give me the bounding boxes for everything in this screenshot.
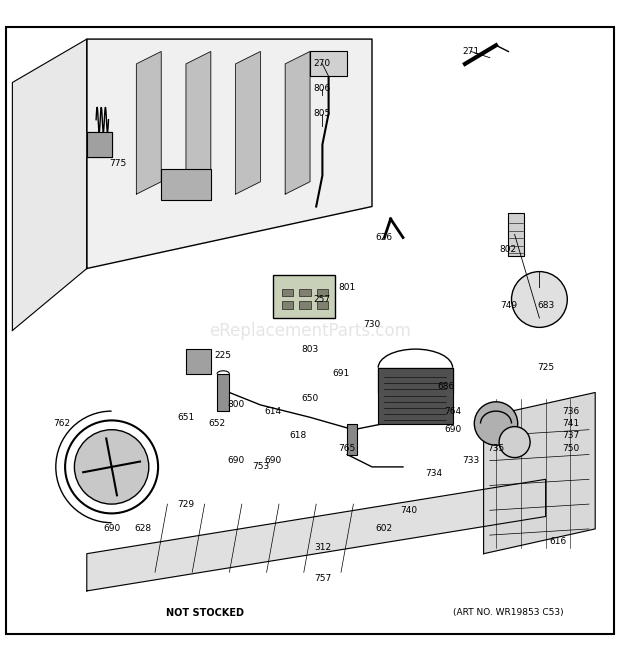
Text: 683: 683 — [537, 301, 554, 310]
Text: 626: 626 — [376, 233, 393, 242]
Text: 690: 690 — [227, 456, 244, 465]
Circle shape — [74, 430, 149, 504]
Text: 802: 802 — [500, 245, 517, 254]
Text: 652: 652 — [208, 419, 226, 428]
Text: 650: 650 — [301, 394, 319, 403]
Bar — [310, 52, 347, 76]
Polygon shape — [136, 52, 161, 194]
Text: 651: 651 — [177, 413, 195, 422]
Text: 690: 690 — [444, 425, 461, 434]
Text: 729: 729 — [177, 500, 195, 508]
Text: NOT STOCKED: NOT STOCKED — [166, 607, 244, 617]
Text: 749: 749 — [500, 301, 517, 310]
Bar — [299, 301, 311, 309]
Bar — [161, 169, 211, 200]
Bar — [186, 349, 211, 374]
Text: 805: 805 — [314, 109, 331, 118]
Text: 686: 686 — [438, 382, 455, 391]
Circle shape — [499, 426, 530, 457]
Text: 730: 730 — [363, 320, 381, 329]
Text: 775: 775 — [109, 159, 126, 168]
Text: 616: 616 — [549, 537, 567, 546]
Text: 618: 618 — [289, 432, 306, 440]
Polygon shape — [87, 39, 372, 268]
Bar — [217, 374, 229, 411]
Text: 735: 735 — [487, 444, 505, 453]
Text: 765: 765 — [339, 444, 356, 453]
Text: 602: 602 — [376, 524, 393, 533]
Text: 690: 690 — [264, 456, 281, 465]
Polygon shape — [186, 52, 211, 194]
Text: 750: 750 — [562, 444, 579, 453]
Text: 737: 737 — [562, 432, 579, 440]
Text: 690: 690 — [103, 524, 120, 533]
Text: 806: 806 — [314, 84, 331, 93]
Text: 764: 764 — [444, 407, 461, 416]
Text: 271: 271 — [463, 47, 480, 56]
Text: 762: 762 — [53, 419, 71, 428]
Text: 614: 614 — [264, 407, 281, 416]
Polygon shape — [87, 479, 546, 591]
Polygon shape — [236, 52, 260, 194]
Text: 740: 740 — [401, 506, 418, 515]
Text: 312: 312 — [314, 543, 331, 552]
Bar — [378, 368, 453, 424]
Text: 628: 628 — [134, 524, 151, 533]
Bar — [273, 275, 335, 318]
Text: 736: 736 — [562, 407, 579, 416]
Text: 733: 733 — [463, 456, 480, 465]
Text: 725: 725 — [537, 363, 554, 372]
Text: 225: 225 — [215, 351, 232, 360]
Text: 691: 691 — [332, 369, 350, 378]
Text: 257: 257 — [314, 295, 331, 304]
Polygon shape — [12, 39, 87, 330]
Bar — [317, 301, 328, 309]
Bar — [282, 301, 293, 309]
Text: 270: 270 — [314, 59, 331, 68]
Bar — [299, 289, 311, 296]
Text: 803: 803 — [301, 344, 319, 354]
Bar — [317, 289, 328, 296]
Bar — [508, 213, 524, 256]
Polygon shape — [87, 132, 112, 157]
Text: 753: 753 — [252, 463, 269, 471]
Text: eReplacementParts.com: eReplacementParts.com — [209, 321, 411, 340]
Bar — [282, 289, 293, 296]
Text: 741: 741 — [562, 419, 579, 428]
Circle shape — [512, 272, 567, 327]
Polygon shape — [285, 52, 310, 194]
Circle shape — [474, 402, 518, 446]
Text: 801: 801 — [339, 283, 356, 292]
Bar — [347, 424, 356, 455]
Text: 757: 757 — [314, 574, 331, 583]
Text: (ART NO. WR19853 C53): (ART NO. WR19853 C53) — [453, 608, 564, 617]
Polygon shape — [484, 393, 595, 554]
Text: 800: 800 — [227, 401, 244, 409]
Text: 734: 734 — [425, 469, 443, 478]
